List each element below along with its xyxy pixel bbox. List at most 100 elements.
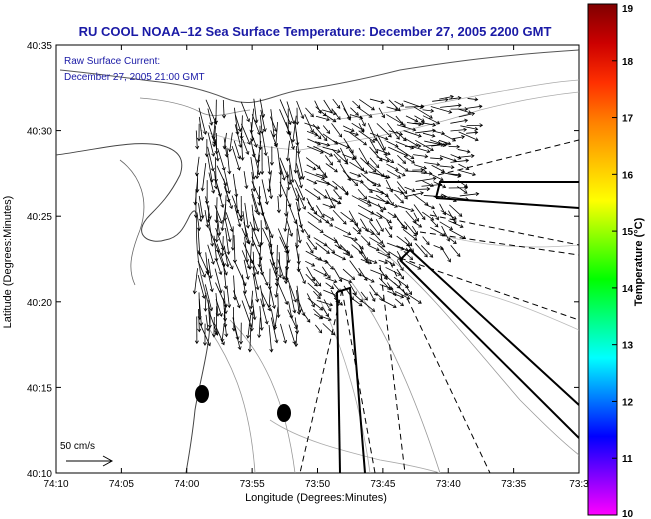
current-vector	[321, 109, 337, 115]
current-vector	[216, 213, 221, 236]
current-vector-head	[200, 215, 205, 219]
current-vector	[342, 125, 355, 132]
current-vector	[369, 132, 388, 140]
current-vector-head	[408, 242, 413, 247]
current-vector-head	[389, 286, 394, 291]
current-vector	[360, 291, 368, 301]
current-vector-head	[236, 304, 241, 309]
current-vector	[439, 221, 453, 230]
current-vector	[286, 276, 297, 303]
current-vector	[342, 268, 355, 280]
current-vector	[450, 129, 467, 132]
current-vector	[322, 179, 338, 190]
current-vector-head	[357, 173, 362, 178]
current-vector	[457, 155, 475, 158]
current-vector	[343, 129, 359, 136]
x-tick-label: 73:45	[370, 479, 395, 490]
current-vector-head	[471, 111, 476, 116]
current-vector	[223, 245, 229, 267]
current-vector	[412, 221, 422, 228]
current-vector	[332, 98, 341, 109]
current-vector-head	[457, 103, 462, 108]
current-vector-head	[353, 291, 357, 296]
current-vector	[233, 275, 236, 300]
current-vector	[240, 133, 244, 161]
current-vector	[369, 229, 384, 244]
current-vector-head	[213, 185, 219, 190]
current-vector-head	[269, 234, 274, 239]
current-vector	[240, 101, 250, 122]
current-vector	[297, 267, 306, 284]
inset-label-line1: Raw Surface Current:	[64, 56, 160, 67]
current-vector-head	[316, 125, 321, 130]
current-vector-head	[240, 157, 245, 161]
current-vector	[197, 260, 206, 278]
current-vector	[322, 146, 341, 153]
current-vector-head	[400, 275, 404, 280]
current-vector	[369, 291, 376, 302]
colorbar-tick-label: 18	[622, 57, 634, 68]
current-vector	[333, 283, 341, 292]
current-vector	[306, 242, 314, 254]
current-vector-head	[363, 141, 367, 146]
current-vector-head	[380, 100, 385, 105]
current-vector	[404, 137, 419, 147]
current-vector	[279, 157, 289, 178]
current-vector-head	[283, 228, 288, 232]
current-vector-head	[207, 324, 212, 329]
current-vector	[270, 309, 276, 328]
current-vector	[221, 323, 225, 342]
current-vector	[295, 131, 300, 154]
current-vector	[225, 228, 230, 255]
current-vector-head	[326, 142, 331, 147]
current-vector	[359, 180, 373, 193]
current-vector-head	[318, 219, 323, 223]
current-vector-head	[329, 204, 334, 209]
current-vector	[304, 188, 321, 200]
current-vector	[457, 149, 470, 153]
current-vector-head	[342, 256, 347, 261]
current-vector-head	[392, 214, 397, 218]
current-vector-head	[449, 226, 454, 230]
current-vector-head	[390, 159, 395, 163]
current-vector-head	[227, 304, 232, 309]
current-vector	[275, 122, 278, 146]
current-vector	[358, 147, 369, 165]
current-vector	[415, 129, 436, 134]
current-vector-head	[317, 282, 322, 287]
current-vector-head	[475, 191, 480, 197]
current-vector-head	[200, 137, 205, 141]
current-vector	[251, 193, 258, 213]
current-vector	[411, 225, 418, 235]
current-vector	[249, 221, 261, 248]
current-vector	[207, 154, 213, 182]
current-vector-head	[342, 220, 347, 225]
current-vector-head	[464, 185, 469, 190]
current-vector-head	[237, 223, 242, 228]
current-vector-head	[306, 234, 311, 239]
current-vector	[256, 154, 260, 179]
current-vector-head	[245, 224, 250, 229]
current-vector	[376, 156, 390, 162]
current-vector	[223, 132, 227, 149]
current-vector	[342, 170, 358, 186]
current-vector	[242, 138, 249, 155]
current-vector	[251, 181, 261, 200]
current-vector	[314, 141, 330, 146]
current-vector-head	[217, 193, 222, 198]
current-vector	[394, 290, 410, 300]
current-vector	[322, 213, 334, 221]
current-vector	[252, 274, 258, 302]
current-vector-head	[417, 144, 422, 149]
current-vector-head	[286, 131, 291, 135]
current-vector	[305, 273, 318, 287]
current-vector	[333, 268, 342, 282]
current-vector	[386, 122, 400, 140]
current-vector-head	[394, 167, 399, 171]
current-vector-head	[408, 291, 413, 296]
current-vector-head	[334, 185, 338, 190]
current-vector-head	[262, 128, 267, 133]
current-vector-head	[310, 113, 314, 118]
current-vector	[348, 210, 358, 226]
current-vector-head	[326, 250, 330, 254]
